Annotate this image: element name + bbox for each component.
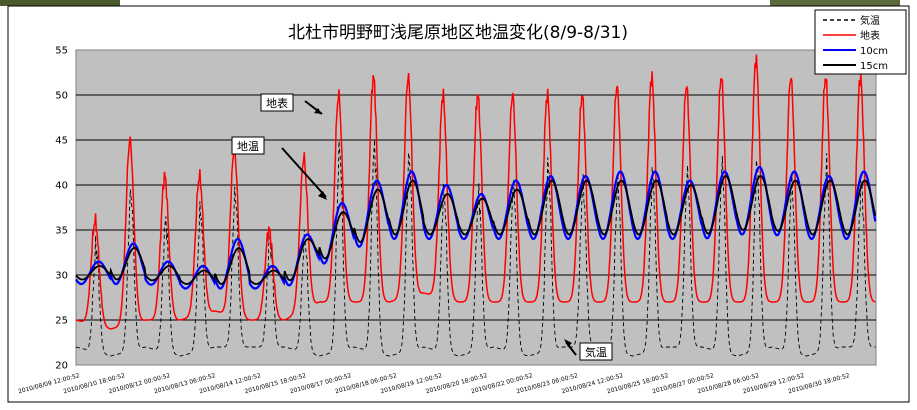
legend-label-2: 10cm bbox=[860, 46, 888, 57]
annotation-surface: 地表 bbox=[260, 93, 323, 115]
chart-title: 北杜市明野町浅尾原地区地温変化(8/9-8/31) bbox=[288, 23, 628, 43]
annotation-surface-label: 地表 bbox=[266, 96, 288, 110]
photo-strip-left bbox=[0, 0, 120, 6]
series-layer bbox=[75, 54, 877, 357]
y-tick-label: 55 bbox=[55, 46, 68, 57]
series-line-1 bbox=[75, 54, 876, 330]
annotation-soil-label: 地温 bbox=[237, 140, 259, 153]
y-tick-label: 45 bbox=[55, 136, 68, 147]
annotation-air-label: 気温 bbox=[585, 345, 607, 359]
y-tick-label: 30 bbox=[55, 271, 68, 282]
legend-label-3: 15cm bbox=[860, 61, 888, 72]
y-tick-label: 40 bbox=[55, 181, 68, 192]
annotation-soil: 地温 bbox=[231, 136, 327, 200]
legend-label-1: 地表 bbox=[860, 29, 880, 42]
series-line-0 bbox=[75, 139, 876, 357]
y-tick-label: 35 bbox=[55, 226, 68, 237]
y-tick-label: 20 bbox=[55, 361, 68, 372]
photo-strip-right bbox=[770, 0, 900, 6]
y-tick-label: 50 bbox=[55, 91, 68, 102]
y-axis-ticks: 20 25 30 35 40 45 50 55 bbox=[55, 46, 68, 372]
y-tick-label: 25 bbox=[55, 316, 68, 327]
legend-label-0: 気温 bbox=[860, 14, 880, 27]
series-line-3 bbox=[75, 175, 877, 285]
annotation-air: 気温 bbox=[564, 339, 613, 361]
